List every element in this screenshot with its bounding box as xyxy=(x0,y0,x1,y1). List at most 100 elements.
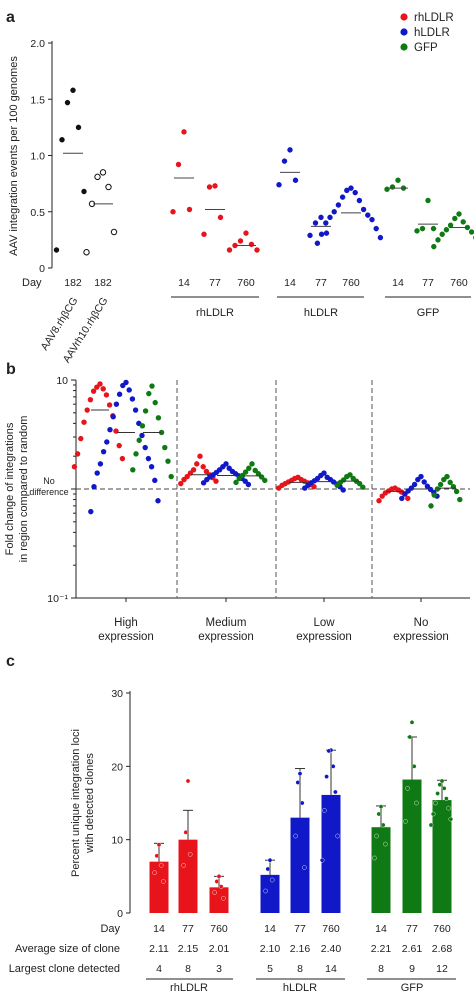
c-y-tick-label: 30 xyxy=(111,688,123,700)
c-bar xyxy=(432,800,452,913)
c-average-size-value: 2.61 xyxy=(402,943,423,955)
c-average-size-value: 2.40 xyxy=(321,943,342,955)
b-category-label: expression xyxy=(393,631,449,643)
a-point xyxy=(419,225,426,232)
c-group-label: GFP xyxy=(401,982,424,993)
b-point xyxy=(100,386,106,392)
a-y-tick-label: 1.5 xyxy=(30,94,45,106)
a-y-tick-label: 1.0 xyxy=(30,151,45,163)
a-point xyxy=(365,212,371,218)
b-point xyxy=(334,482,340,489)
c-point xyxy=(441,786,447,791)
c-bar xyxy=(178,839,198,913)
b-point xyxy=(113,401,120,407)
c-row-label-largest: Largest clone detected xyxy=(9,963,120,975)
b-point xyxy=(78,435,84,442)
c-day-value: 77 xyxy=(406,923,418,935)
a-point xyxy=(181,129,187,135)
a-point xyxy=(335,202,342,208)
c-point xyxy=(218,884,224,889)
legend-label-GFP: GFP xyxy=(414,42,438,54)
a-day-tick-label: 14 xyxy=(392,277,404,289)
c-bar xyxy=(149,861,169,913)
legend-marker-hLDLR xyxy=(400,28,408,36)
c-largest-clone-value: 8 xyxy=(297,963,303,975)
c-bar xyxy=(209,887,229,913)
c-point xyxy=(158,863,164,868)
b-category-label: expression xyxy=(198,631,254,643)
c-average-size-value: 2.10 xyxy=(260,943,281,955)
c-day-value: 760 xyxy=(433,923,451,935)
a-y-axis-label: AAV integration events per 100 genomes xyxy=(8,56,20,256)
a-point xyxy=(175,161,182,168)
b-point xyxy=(178,480,184,487)
a-point xyxy=(243,230,249,236)
a-day-tick-label: 77 xyxy=(422,277,434,289)
a-day-tick-label: 760 xyxy=(450,277,468,289)
a-point xyxy=(226,247,233,253)
a-point xyxy=(70,87,76,93)
a-point xyxy=(99,169,107,176)
a-point xyxy=(170,209,176,215)
b-point xyxy=(133,451,139,457)
c-point xyxy=(330,764,336,769)
a-point xyxy=(323,220,329,226)
b-point xyxy=(428,503,434,509)
a-group-label: rhLDLR xyxy=(196,307,234,319)
c-point xyxy=(446,805,451,811)
c-point xyxy=(214,879,220,884)
a-group-label: GFP xyxy=(417,307,440,319)
a-day-tick-label: 14 xyxy=(284,277,296,289)
b-point xyxy=(421,479,427,485)
b-point xyxy=(158,429,165,436)
b-point xyxy=(213,478,219,484)
b-point xyxy=(120,382,126,389)
b-point xyxy=(129,396,136,402)
b-point xyxy=(132,407,139,413)
legend-label-hLDLR: hLDLR xyxy=(414,27,450,39)
c-point xyxy=(437,782,443,787)
b-point xyxy=(90,388,97,394)
b-point xyxy=(168,473,174,480)
a-point xyxy=(53,247,60,253)
c-point xyxy=(378,804,384,809)
a-point xyxy=(287,147,293,153)
b-point xyxy=(152,399,158,406)
a-point xyxy=(105,183,112,191)
c-point xyxy=(221,896,226,901)
b-point xyxy=(411,481,418,488)
c-group-label: rhLDLR xyxy=(170,982,208,993)
b-point xyxy=(302,485,308,491)
a-point xyxy=(201,231,207,237)
b-point xyxy=(81,419,87,425)
panel-label-a: a xyxy=(6,9,15,26)
b-point xyxy=(276,485,282,491)
b-point xyxy=(155,415,162,421)
c-largest-clone-value: 3 xyxy=(216,963,222,975)
c-largest-clone-value: 8 xyxy=(378,963,384,975)
a-point xyxy=(430,225,437,232)
c-point xyxy=(374,833,379,839)
c-point xyxy=(435,791,440,796)
b-point xyxy=(88,508,94,515)
c-point xyxy=(295,780,301,785)
a-point xyxy=(81,188,87,195)
c-point xyxy=(411,764,417,769)
b-point xyxy=(340,487,346,493)
c-point xyxy=(265,866,271,872)
b-point xyxy=(87,396,94,403)
b-point xyxy=(344,473,350,480)
a-point xyxy=(460,219,466,225)
c-bar xyxy=(260,874,280,913)
a-point xyxy=(435,237,441,243)
c-point xyxy=(212,890,217,895)
a-point xyxy=(281,158,288,164)
b-y-tick-label: 10 xyxy=(56,375,68,387)
c-average-size-value: 2.68 xyxy=(432,943,453,955)
a-day-label: Day xyxy=(22,277,42,289)
c-point xyxy=(263,888,268,894)
c-day-value: 77 xyxy=(294,923,306,935)
b-point xyxy=(91,483,97,490)
c-y-tick-label: 20 xyxy=(111,761,123,773)
